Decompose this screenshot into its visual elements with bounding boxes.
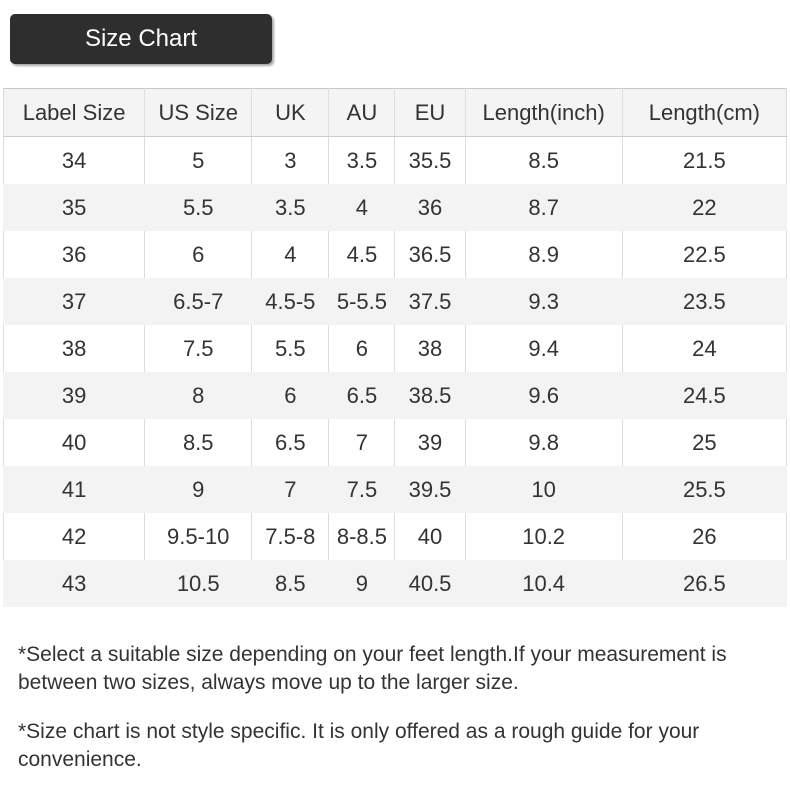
table-row: 42 9.5-10 7.5-8 8-8.5 40 10.2 26 [2, 513, 788, 560]
table-cell: 23.5 [621, 278, 788, 325]
table-cell: 3.5 [328, 136, 396, 184]
table-cell: 4 [251, 231, 330, 278]
size-table-body: 34 5 3 3.5 35.5 8.5 21.5 35 5.5 3.5 4 36 8.7 22 36 6 4 4.… [2, 136, 788, 607]
table-cell: 3.5 [251, 184, 330, 231]
table-cell: 6.5-7 [144, 278, 253, 325]
table-cell: 8 [144, 372, 253, 419]
table-cell: 10.4 [464, 560, 623, 607]
column-header: US Size [144, 88, 253, 137]
table-cell: 35 [2, 184, 146, 231]
table-cell: 40 [2, 419, 146, 466]
table-cell: 6 [144, 231, 253, 278]
table-cell: 8.7 [464, 184, 623, 231]
table-cell: 22 [621, 184, 788, 231]
table-cell: 8.5 [144, 419, 253, 466]
table-cell: 42 [2, 513, 146, 560]
table-cell: 9 [328, 560, 396, 607]
table-row: 41 9 7 7.5 39.5 10 25.5 [2, 466, 788, 513]
table-row: 36 6 4 4.5 36.5 8.9 22.5 [2, 231, 788, 278]
table-cell: 4.5-5 [251, 278, 330, 325]
table-cell: 8.9 [464, 231, 623, 278]
table-cell: 8-8.5 [328, 513, 396, 560]
table-cell: 9.8 [464, 419, 623, 466]
table-cell: 6.5 [251, 419, 330, 466]
size-table-header: Label Size US Size UK AU EU Length(inch) Lengt… [2, 88, 788, 137]
table-cell: 6.5 [328, 372, 396, 419]
table-cell: 9.5-10 [144, 513, 253, 560]
table-cell: 37.5 [394, 278, 466, 325]
table-cell: 24 [621, 325, 788, 372]
table-cell: 3 [251, 136, 330, 184]
table-cell: 6 [251, 372, 330, 419]
table-cell: 9 [144, 466, 253, 513]
table-cell: 38.5 [394, 372, 466, 419]
column-header: Length(cm) [621, 88, 788, 137]
size-table: Label Size US Size UK AU EU Length(inch) Lengt… [2, 88, 788, 607]
table-cell: 8.5 [251, 560, 330, 607]
table-cell: 7.5 [144, 325, 253, 372]
table-row: 35 5.5 3.5 4 36 8.7 22 [2, 184, 788, 231]
table-row: 37 6.5-7 4.5-5 5-5.5 37.5 9.3 23.5 [2, 278, 788, 325]
table-cell: 40 [394, 513, 466, 560]
table-cell: 41 [2, 466, 146, 513]
table-cell: 7.5 [328, 466, 396, 513]
table-cell: 26 [621, 513, 788, 560]
table-cell: 7.5-8 [251, 513, 330, 560]
table-cell: 10 [464, 466, 623, 513]
table-cell: 35.5 [394, 136, 466, 184]
table-cell: 5.5 [144, 184, 253, 231]
notes-section: *Select a suitable size depending on you… [18, 641, 772, 795]
table-cell: 10.2 [464, 513, 623, 560]
column-header: UK [251, 88, 330, 137]
table-cell: 25 [621, 419, 788, 466]
size-chart-button[interactable]: Size Chart [10, 14, 272, 64]
table-cell: 9.3 [464, 278, 623, 325]
table-row: 34 5 3 3.5 35.5 8.5 21.5 [2, 136, 788, 184]
table-cell: 6 [328, 325, 396, 372]
table-cell: 34 [2, 136, 146, 184]
table-cell: 25.5 [621, 466, 788, 513]
table-cell: 43 [2, 560, 146, 607]
table-cell: 37 [2, 278, 146, 325]
table-cell: 7 [251, 466, 330, 513]
table-cell: 39 [394, 419, 466, 466]
table-row: 43 10.5 8.5 9 40.5 10.4 26.5 [2, 560, 788, 607]
table-cell: 8.5 [464, 136, 623, 184]
table-row: 39 8 6 6.5 38.5 9.6 24.5 [2, 372, 788, 419]
table-row: 40 8.5 6.5 7 39 9.8 25 [2, 419, 788, 466]
note-fit-guidance: *Select a suitable size depending on you… [18, 643, 727, 694]
table-cell: 9.4 [464, 325, 623, 372]
table-cell: 22.5 [621, 231, 788, 278]
table-cell: 7 [328, 419, 396, 466]
table-cell: 4.5 [328, 231, 396, 278]
table-cell: 5.5 [251, 325, 330, 372]
table-cell: 10.5 [144, 560, 253, 607]
table-cell: 39.5 [394, 466, 466, 513]
table-cell: 36 [2, 231, 146, 278]
table-cell: 24.5 [621, 372, 788, 419]
table-cell: 36 [394, 184, 466, 231]
table-cell: 36.5 [394, 231, 466, 278]
table-cell: 39 [2, 372, 146, 419]
table-cell: 4 [328, 184, 396, 231]
column-header: AU [328, 88, 396, 137]
note-disclaimer: *Size chart is not style specific. It is… [18, 720, 700, 771]
header-row: Label Size US Size UK AU EU Length(inch) Lengt… [2, 88, 788, 137]
table-cell: 5-5.5 [328, 278, 396, 325]
column-header: EU [394, 88, 466, 137]
table-cell: 21.5 [621, 136, 788, 184]
column-header: Length(inch) [464, 88, 623, 137]
table-cell: 40.5 [394, 560, 466, 607]
column-header: Label Size [2, 88, 146, 137]
table-cell: 38 [394, 325, 466, 372]
table-cell: 5 [144, 136, 253, 184]
table-row: 38 7.5 5.5 6 38 9.4 24 [2, 325, 788, 372]
table-cell: 38 [2, 325, 146, 372]
table-cell: 9.6 [464, 372, 623, 419]
table-cell: 26.5 [621, 560, 788, 607]
